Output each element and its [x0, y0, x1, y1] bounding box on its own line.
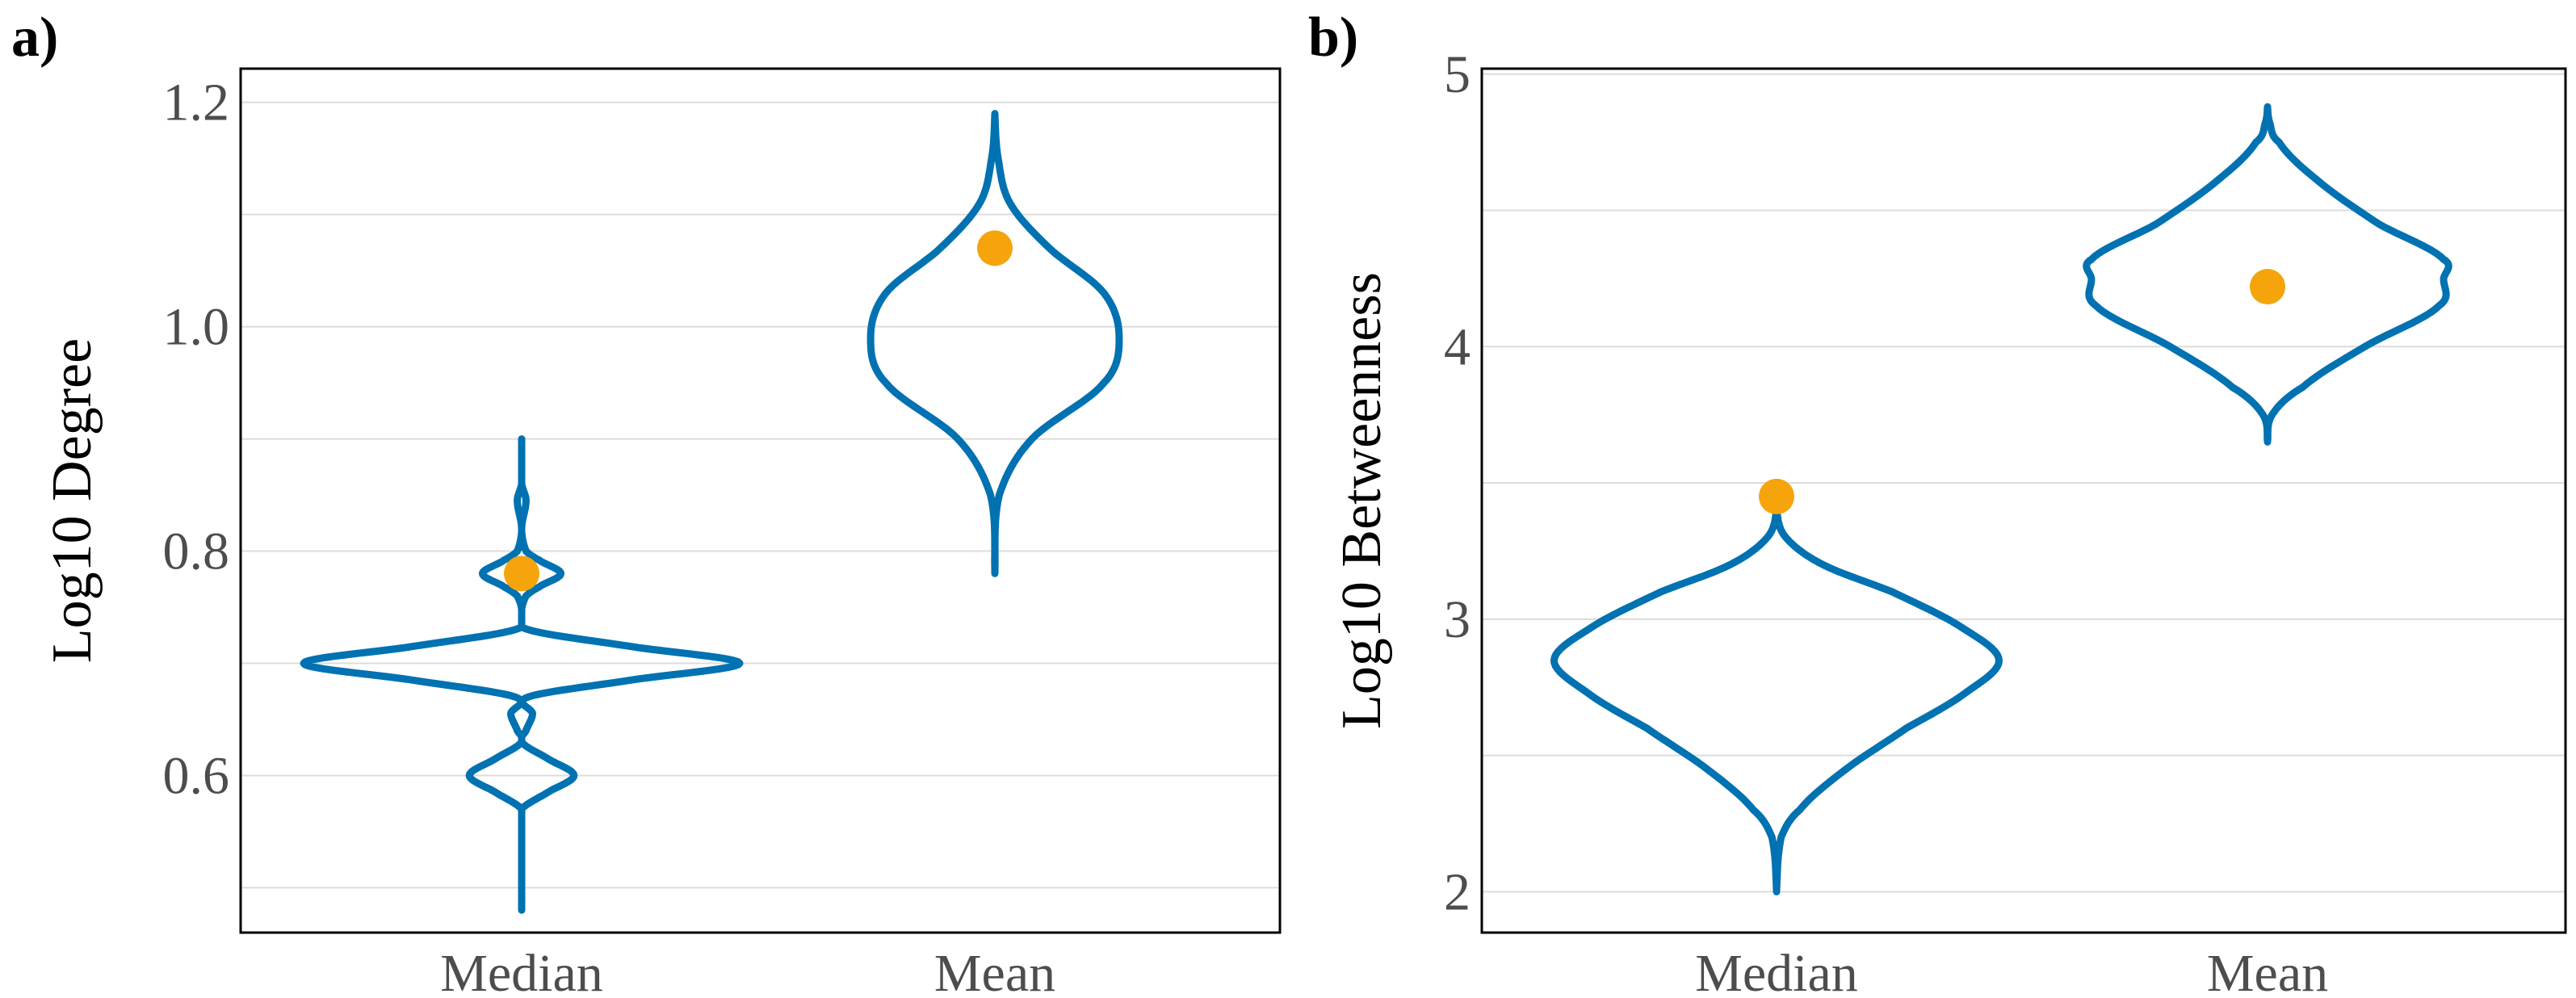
betweenness-y-tick-label-0: 2	[1444, 862, 1471, 921]
degree-x-tick-label-median: Median	[440, 944, 603, 998]
degree-y-tick-label-0: 0.6	[163, 746, 230, 805]
betweenness-x-tick-label-median: Median	[1695, 944, 1858, 998]
degree-y-tick-label-2: 1.0	[163, 298, 230, 357]
betweenness-violin-mean	[2083, 103, 2452, 446]
betweenness-violin-median	[1550, 506, 2003, 895]
degree-x-tick-label-mean: Mean	[934, 944, 1055, 998]
degree-point-mean	[977, 230, 1013, 266]
degree-plot-frame	[239, 67, 1282, 934]
betweenness-y-tick-label-1: 3	[1444, 590, 1471, 649]
betweenness-y-tick-label-3: 5	[1444, 45, 1471, 104]
degree-y-tick-label-1: 0.8	[163, 522, 230, 581]
panel-a-label: a)	[11, 6, 59, 69]
betweenness-x-tick-label-mean: Mean	[2207, 944, 2328, 998]
betweenness-y-tick-label-2: 4	[1444, 317, 1471, 376]
degree-violin-median	[300, 435, 744, 914]
degree-y-tick-label-3: 1.2	[163, 73, 230, 132]
panel-b-label: b)	[1308, 6, 1359, 69]
betweenness-point-mean	[2250, 269, 2285, 305]
betweenness-y-axis-title: Log10 Betweenness	[1331, 272, 1393, 729]
betweenness-plot-frame	[1480, 67, 2567, 934]
betweenness-point-median	[1759, 478, 1794, 514]
degree-point-median	[504, 556, 539, 592]
degree-violin-mean	[866, 110, 1123, 577]
degree-y-axis-title: Log10 Degree	[41, 338, 103, 663]
